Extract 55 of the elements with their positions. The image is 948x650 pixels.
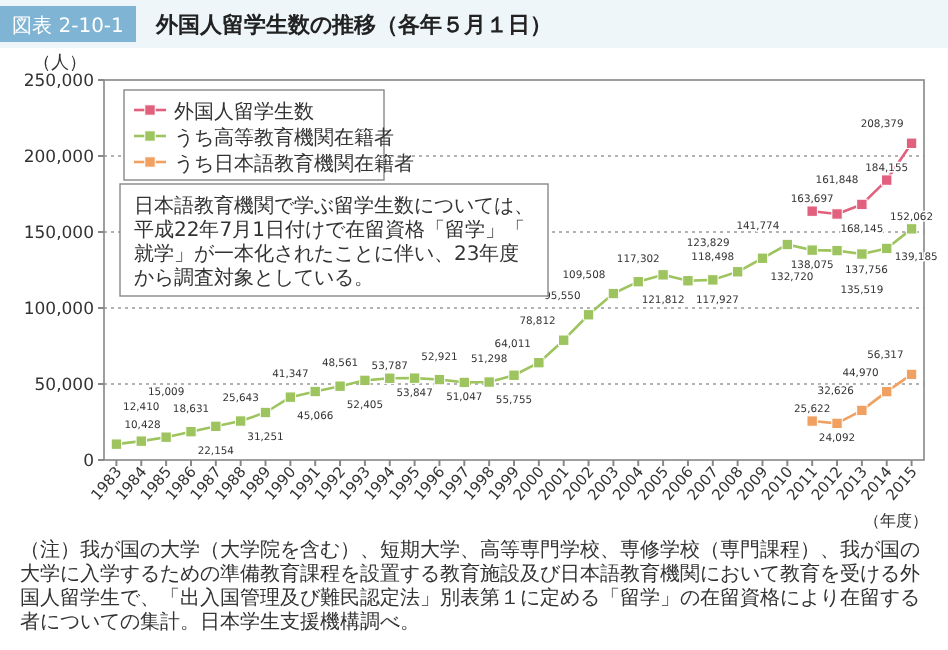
point bbox=[856, 198, 868, 211]
point bbox=[284, 391, 297, 403]
point bbox=[905, 137, 918, 149]
point bbox=[806, 205, 818, 217]
y-tick-label: 0 bbox=[83, 452, 94, 472]
point bbox=[707, 274, 719, 286]
point bbox=[831, 208, 843, 220]
chart-subtitle: 図表 2-10-1 bbox=[12, 14, 124, 38]
point bbox=[309, 385, 321, 398]
point bbox=[756, 252, 769, 264]
point bbox=[632, 276, 644, 288]
y-tick-label: 250,000 bbox=[23, 72, 94, 92]
point bbox=[781, 238, 794, 251]
x-axis-title: （年度） bbox=[864, 512, 928, 530]
point bbox=[483, 376, 495, 388]
y-tick-label: 150,000 bbox=[23, 224, 94, 244]
point bbox=[831, 244, 843, 257]
annotation: 日本語教育機関で学ぶ留学生数については、平成22年7月1日付けで在留資格「留学」「就学」が一本化されたことに伴い、23年度から調査対象としている。 bbox=[134, 194, 534, 290]
y-tick-label: 200,000 bbox=[23, 148, 94, 168]
point bbox=[682, 275, 694, 287]
point bbox=[657, 269, 669, 281]
point bbox=[135, 435, 147, 447]
point bbox=[905, 223, 918, 235]
point bbox=[881, 385, 893, 398]
point bbox=[881, 174, 893, 186]
point bbox=[160, 431, 172, 443]
y-tick-label: 100,000 bbox=[23, 300, 94, 320]
point bbox=[856, 404, 868, 417]
point bbox=[905, 368, 918, 381]
point bbox=[533, 357, 545, 369]
point bbox=[806, 244, 818, 256]
legend-label: うち日本語教育機関在籍者 bbox=[174, 152, 414, 176]
point bbox=[458, 376, 470, 389]
point bbox=[831, 417, 843, 430]
point bbox=[259, 406, 272, 419]
y-axis-title: （人） bbox=[33, 52, 87, 74]
y-tick-label: 50,000 bbox=[34, 376, 94, 396]
point bbox=[731, 266, 744, 278]
legend-label: 外国人留学生数 bbox=[174, 100, 314, 124]
point bbox=[881, 242, 893, 255]
point bbox=[408, 372, 421, 384]
point bbox=[856, 248, 868, 260]
chart-title: 外国人留学生数の推移（各年５月１日） bbox=[154, 12, 552, 38]
point bbox=[334, 380, 346, 392]
point bbox=[607, 287, 620, 300]
text: （注）我が国の大学（大学院を含む）、短期大学、高等専門学校、専修学校（専門課程）、我が国の大学に入学するための準備教育課程を設置する教育施設及び日本語教育機関において教育を受ける外国人留学生で、「出入国管理及び難民認定法」別表第１に定める「留学」の在留資格により在留する者についての集計。日本学生支援機構調べ。 bbox=[20, 538, 920, 634]
point bbox=[558, 334, 570, 346]
point bbox=[433, 373, 446, 386]
legend-label: うち高等教育機関在籍者 bbox=[174, 126, 394, 150]
point bbox=[508, 369, 520, 381]
point bbox=[234, 415, 247, 427]
point bbox=[384, 372, 396, 384]
point bbox=[110, 438, 123, 450]
point bbox=[582, 309, 595, 321]
point bbox=[806, 415, 818, 427]
